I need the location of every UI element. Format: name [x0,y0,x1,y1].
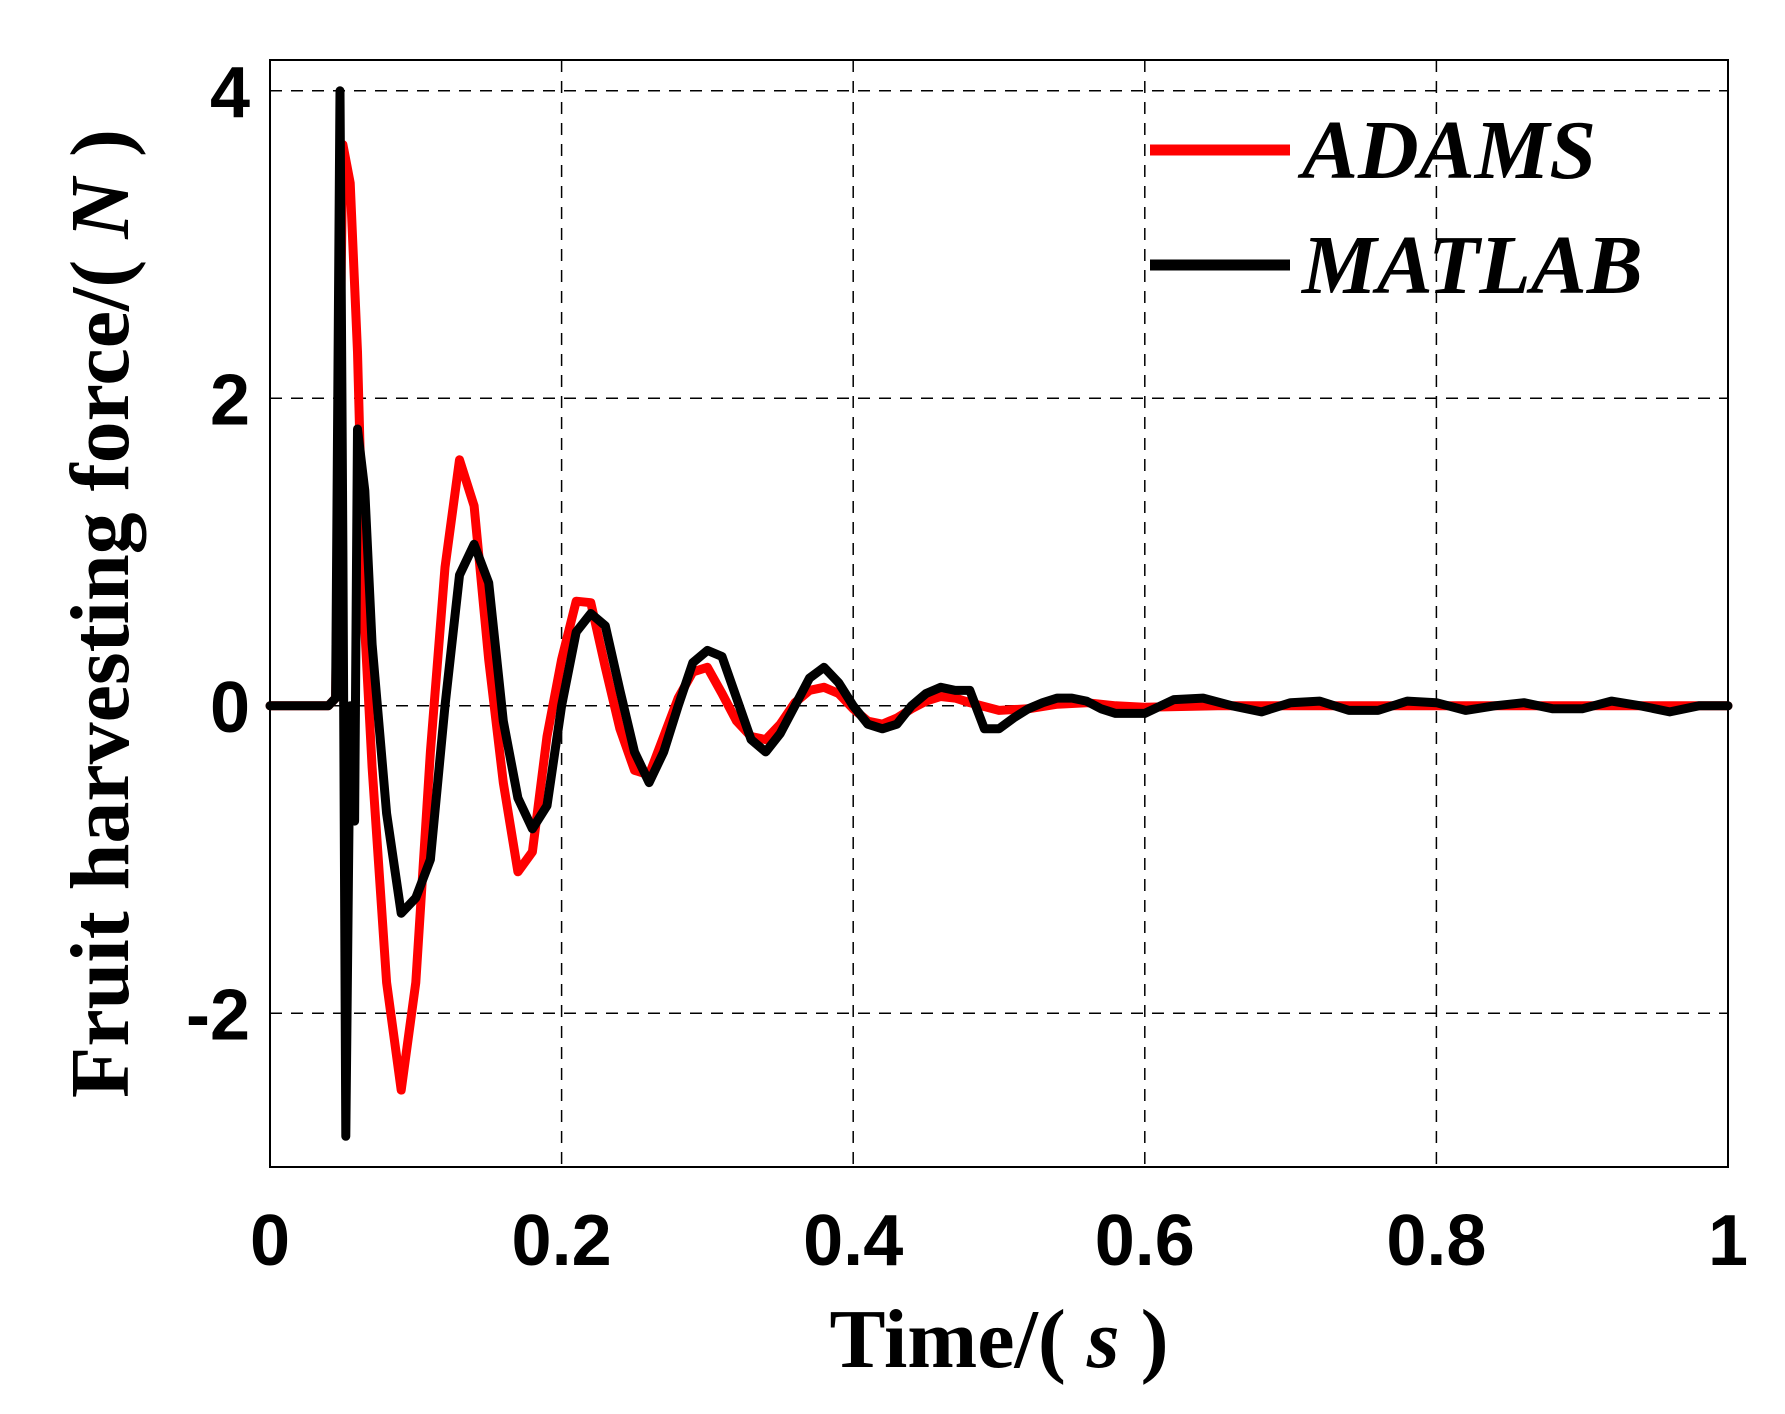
y-tick-label-0: -2 [186,975,250,1055]
y-tick-label-2: 2 [210,360,250,440]
y-tick-label-1: 0 [210,668,250,748]
series-line-matlab [265,86,1733,1141]
legend-label-matlab: MATLAB [1300,219,1643,312]
legend-label-adams: ADAMS [1297,104,1596,197]
y-axis-label: Fruit harvesting force/( N ) [54,129,147,1098]
x-tick-labels: 0 0.2 0.4 0.6 0.8 1 [250,1201,1748,1281]
x-tick-label-3: 0.6 [1095,1201,1195,1281]
y-tick-label-3: 4 [210,53,250,133]
legend: ADAMS MATLAB [1150,104,1643,312]
series-line-adams [265,140,1733,1095]
grid [270,60,1728,1167]
y-tick-labels: -2 0 2 4 [186,53,250,1056]
x-tick-label-0: 0 [250,1201,290,1281]
x-tick-label-1: 0.2 [512,1201,612,1281]
x-axis-label: Time/( s ) [829,1293,1168,1386]
x-tick-label-4: 0.8 [1386,1201,1486,1281]
x-tick-label-5: 1 [1708,1201,1748,1281]
x-tick-label-2: 0.4 [803,1201,903,1281]
plot-frame [269,59,1729,1168]
series-lines [265,86,1733,1141]
